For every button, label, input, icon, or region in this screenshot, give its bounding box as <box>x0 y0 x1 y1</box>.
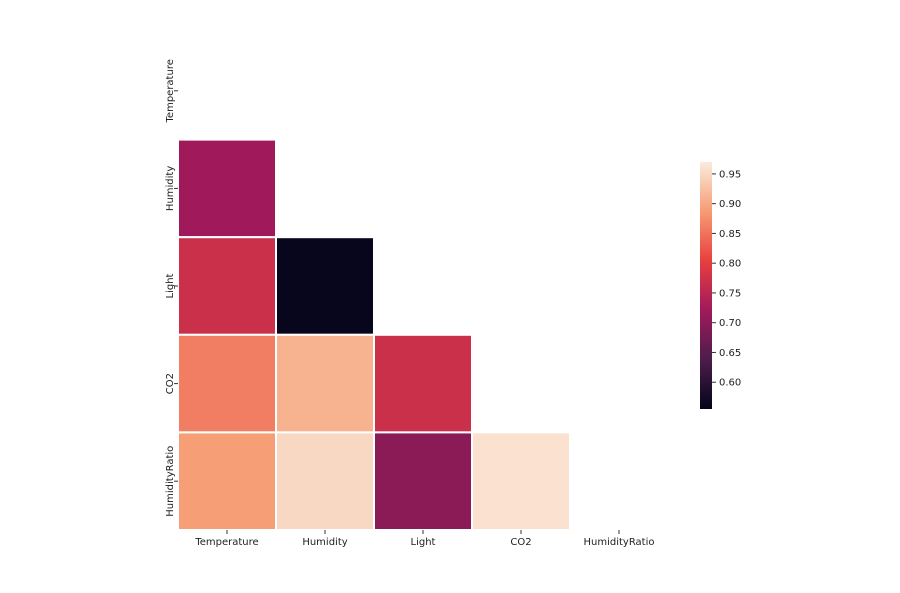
heatmap-cell-co2-temperature <box>177 333 277 434</box>
x-tick-label: CO2 <box>510 537 531 548</box>
colorbar-tick-label: 0.75 <box>719 288 741 299</box>
y-tick-label: Humidity <box>165 166 176 211</box>
y-axis: Temperature Humidity Light CO2 HumidityRatio <box>165 59 178 517</box>
heatmap-cells <box>177 138 571 531</box>
heatmap-cell-light-temperature <box>177 236 277 336</box>
x-tick-label: HumidityRatio <box>583 537 654 548</box>
x-axis: Temperature Humidity Light CO2 HumidityRatio <box>194 530 655 548</box>
colorbar-tick-label: 0.90 <box>719 199 741 210</box>
y-tick-label: Light <box>165 273 176 298</box>
colorbar-tick-label: 0.80 <box>719 259 741 270</box>
heatmap-cell-humidity-temperature <box>177 138 277 239</box>
heatmap-cell-co2-light <box>373 333 473 434</box>
x-tick-label: Light <box>411 537 436 548</box>
x-tick-label: Temperature <box>194 537 258 548</box>
colorbar-tick-label: 0.60 <box>719 378 741 389</box>
colorbar-tick-label: 0.95 <box>719 169 741 180</box>
colorbar-tick-label: 0.85 <box>719 229 741 240</box>
heatmap-cell-humidityratio-light <box>373 431 473 531</box>
x-tick-label: Humidity <box>302 537 347 548</box>
colorbar-tick-label: 0.70 <box>719 318 741 329</box>
heatmap-cell-co2-humidity <box>275 333 375 434</box>
colorbar <box>700 162 712 409</box>
heatmap-cell-humidityratio-temperature <box>177 431 277 531</box>
colorbar-axis: 0.95 0.90 0.85 0.80 0.75 0.70 0.65 0.60 <box>712 169 741 389</box>
y-tick-label: CO2 <box>165 373 176 394</box>
colorbar-tick-label: 0.65 <box>719 348 741 359</box>
heatmap-cell-humidityratio-co2 <box>471 431 571 531</box>
y-tick-label: HumidityRatio <box>165 446 176 517</box>
heatmap-cell-humidityratio-humidity <box>275 431 375 531</box>
y-tick-label: Temperature <box>165 59 176 123</box>
heatmap-cell-light-humidity <box>275 236 375 336</box>
